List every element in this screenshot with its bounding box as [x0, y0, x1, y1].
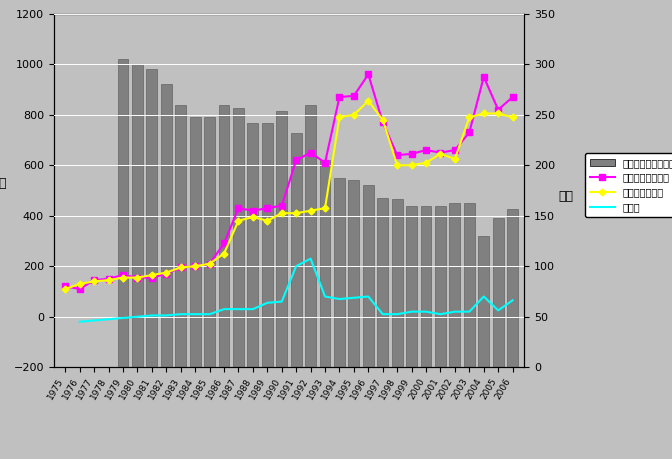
- Bar: [305, 105, 316, 367]
- Bar: [146, 69, 157, 367]
- Bar: [493, 218, 503, 367]
- Bar: [363, 185, 374, 367]
- Bar: [262, 123, 273, 367]
- Bar: [334, 179, 345, 367]
- Legend: 平均飼育日数　右軸, 販売価格（産値）, 生産コスト全体, 純利潤: 平均飼育日数 右軸, 販売価格（産値）, 生産コスト全体, 純利潤: [585, 153, 672, 217]
- Bar: [435, 206, 446, 367]
- Bar: [132, 64, 143, 367]
- Bar: [291, 133, 302, 367]
- Bar: [204, 117, 215, 367]
- Bar: [218, 105, 229, 367]
- Bar: [478, 236, 489, 367]
- Y-axis label: 日数: 日数: [558, 190, 574, 203]
- Bar: [175, 105, 186, 367]
- Bar: [233, 108, 244, 367]
- Bar: [276, 111, 287, 367]
- Bar: [161, 84, 172, 367]
- Bar: [118, 59, 128, 367]
- Bar: [247, 123, 258, 367]
- Bar: [507, 209, 518, 367]
- Bar: [450, 202, 460, 367]
- Bar: [421, 206, 431, 367]
- Bar: [320, 160, 331, 367]
- Y-axis label: 円: 円: [0, 178, 6, 190]
- Bar: [190, 117, 200, 367]
- Bar: [464, 202, 474, 367]
- Bar: [349, 180, 360, 367]
- Bar: [378, 197, 388, 367]
- Bar: [406, 206, 417, 367]
- Bar: [392, 199, 403, 367]
